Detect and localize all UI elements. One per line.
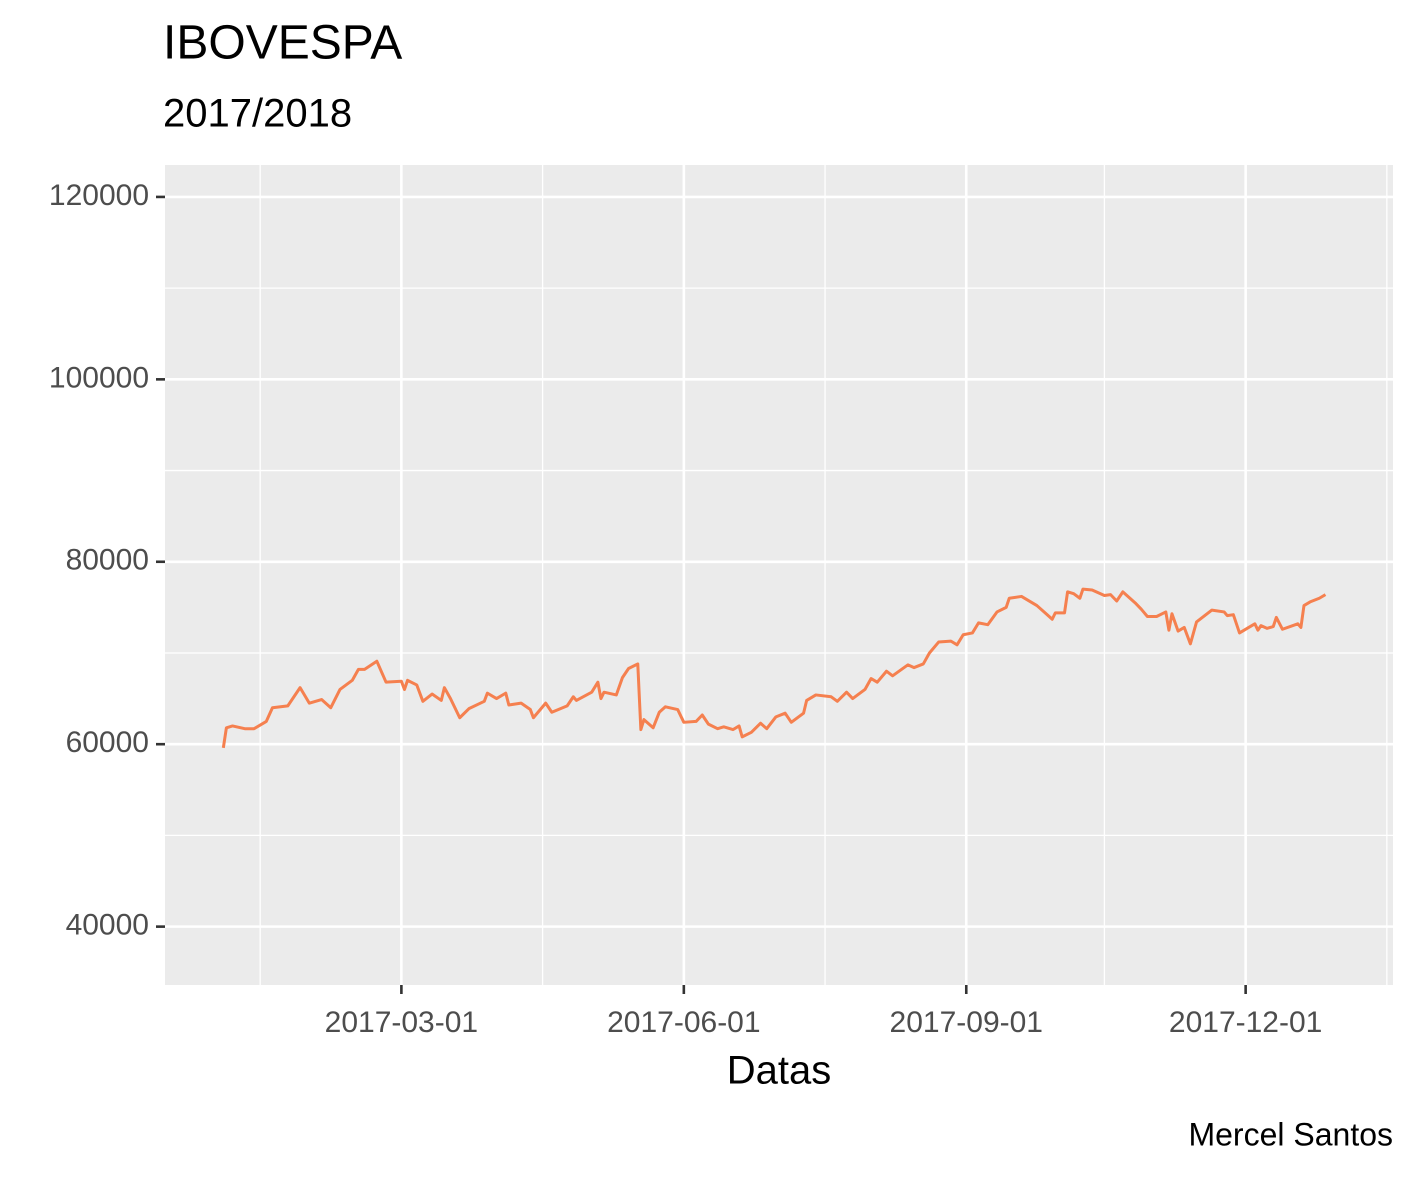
x-tick-label: 2017-09-01 <box>890 1006 1043 1039</box>
x-tick-label: 2017-12-01 <box>1169 1006 1322 1039</box>
x-tick-label: 2017-06-01 <box>607 1006 760 1039</box>
chart-subtitle: 2017/2018 <box>163 92 352 136</box>
x-axis-label: Datas <box>727 1049 832 1093</box>
line <box>221 587 1327 749</box>
y-tick-label: 60000 <box>66 726 149 759</box>
x-tick-label: 2017-03-01 <box>325 1006 478 1039</box>
y-tick-label: 100000 <box>49 361 149 394</box>
y-tick-label: 120000 <box>49 179 149 212</box>
caption: Mercel Santos <box>1188 1116 1393 1152</box>
panel <box>165 165 1393 985</box>
y-tick-label: 80000 <box>66 544 149 577</box>
y-tick-label: 40000 <box>66 909 149 942</box>
chart-title: IBOVESPA <box>163 17 402 70</box>
